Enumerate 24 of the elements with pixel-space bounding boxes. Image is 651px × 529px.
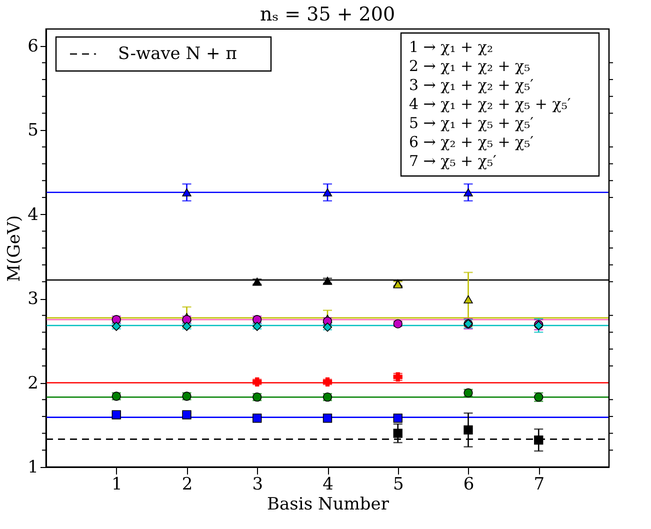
legend-label: S-wave N + π bbox=[118, 44, 237, 64]
y-tick-label: 6 bbox=[28, 36, 38, 56]
chart-title: nₛ = 35 + 200 bbox=[260, 3, 396, 26]
x-tick-label: 7 bbox=[534, 474, 545, 494]
x-tick-label: 1 bbox=[111, 474, 122, 494]
annotation: 3 → χ₁ + χ₂ + χ₅′ bbox=[409, 76, 534, 94]
annotation: 5 → χ₁ + χ₅ + χ₅′ bbox=[409, 114, 534, 132]
annotation: 2 → χ₁ + χ₂ + χ₅ bbox=[409, 57, 530, 75]
x-tick-label: 5 bbox=[392, 474, 404, 494]
y-tick-label: 5 bbox=[28, 120, 38, 141]
x-tick-label: 4 bbox=[322, 474, 334, 494]
y-tick-label: 4 bbox=[28, 204, 38, 225]
annotation: 1 → χ₁ + χ₂ bbox=[409, 38, 493, 56]
annotation: 4 → χ₁ + χ₂ + χ₅ + χ₅′ bbox=[409, 95, 572, 113]
y-axis-title: M(GeV) bbox=[4, 215, 25, 282]
x-tick-label: 2 bbox=[182, 474, 193, 494]
x-axis-title: Basis Number bbox=[267, 494, 390, 514]
y-tick-label: 3 bbox=[28, 289, 38, 310]
y-tick-label: 2 bbox=[28, 373, 38, 394]
x-tick-label: 3 bbox=[252, 474, 264, 494]
y-tick-label: 1 bbox=[28, 458, 38, 478]
annotation: 7 → χ₅ + χ₅′ bbox=[409, 152, 497, 170]
x-tick-label: 6 bbox=[463, 474, 474, 494]
annotation: 6 → χ₂ + χ₅ + χ₅′ bbox=[409, 133, 534, 151]
